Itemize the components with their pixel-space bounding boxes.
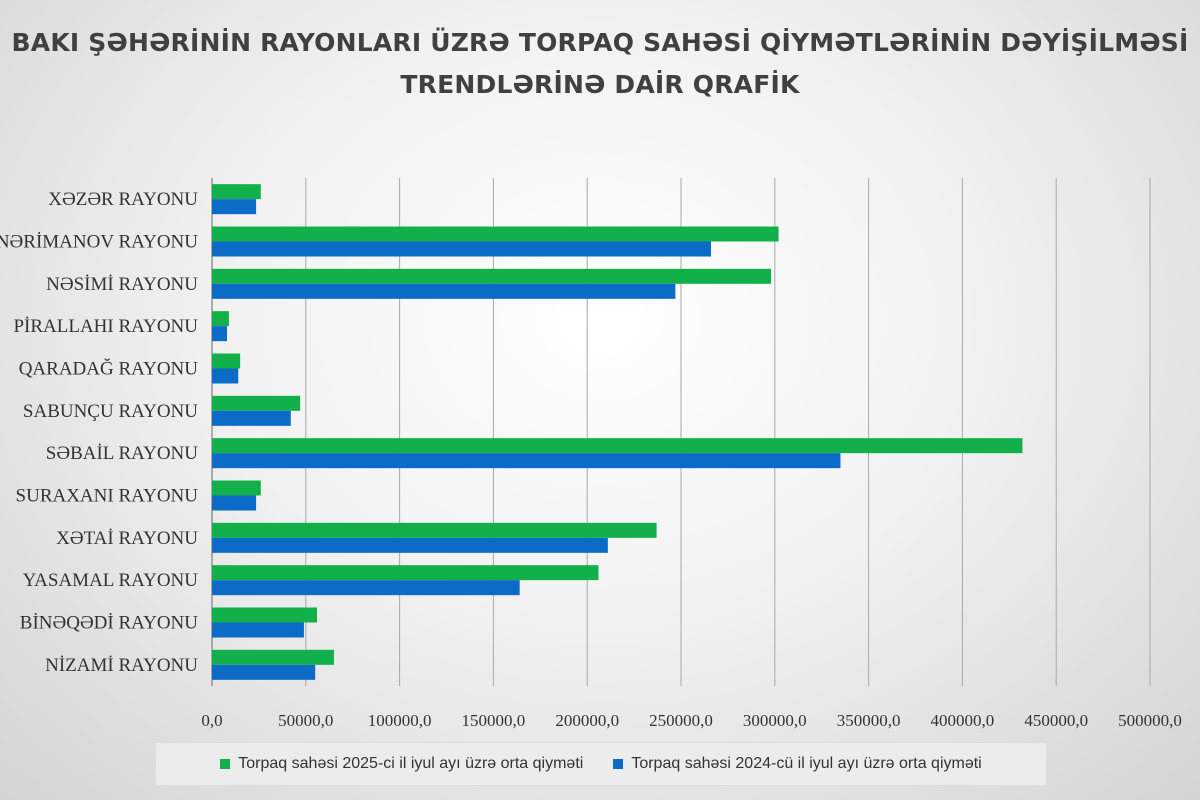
x-tick-label: 450000,0 [1024,711,1088,730]
legend-item-2025: Torpaq sahəsi 2025-ci il iyul ayı üzrə o… [220,755,583,773]
category-label: QARADAĞ RAYONU [19,358,199,380]
bar-2025 [212,522,657,538]
category-label: SABUNÇU RAYONU [23,401,198,422]
category-label: XƏZƏR RAYONU [48,189,198,210]
bar-2025 [212,184,261,200]
legend-label-2024: Torpaq sahəsi 2024-cü il iyul ayı üzrə o… [631,755,982,772]
chart-title: BAKI ŞƏHƏRİNİN RAYONLARI ÜZRƏ TORPAQ SAH… [0,22,1200,106]
x-tick-label: 350000,0 [837,711,901,730]
bar-2024 [212,410,291,426]
category-label: BİNƏQƏDİ RAYONU [20,613,198,634]
bar-2024 [212,495,257,511]
legend-swatch-2024 [613,759,624,769]
bar-2025 [212,311,229,327]
bar-2025 [212,480,261,496]
x-tick-label: 50000,0 [278,711,333,730]
category-label: YASAMAL RAYONU [23,570,199,591]
bar-2025 [212,607,318,623]
bar-2025 [212,226,779,242]
bar-2024 [212,580,520,596]
x-tick-label: 200000,0 [555,711,619,730]
bar-2024 [212,326,228,342]
x-tick-label: 100000,0 [368,711,432,730]
bar-2025 [212,268,772,284]
legend-swatch-2025 [220,759,231,769]
bar-2024 [212,241,712,257]
bar-2025 [212,353,241,369]
bar-2024 [212,453,841,469]
chart-title-line-2: TRENDLƏRİNƏ DAİR QRAFİK [400,70,800,99]
bar-2024 [212,537,608,553]
category-label: XƏTAİ RAYONU [56,528,198,549]
bar-2024 [212,664,316,680]
x-tick-label: 0,0 [201,711,222,730]
chart-legend: Torpaq sahəsi 2025-ci il iyul ayı üzrə o… [155,742,1047,786]
bar-2025 [212,438,1023,454]
bar-2024 [212,622,304,638]
category-label: PİRALLAHI RAYONU [13,316,198,337]
bar-2024 [212,283,676,299]
x-tick-label: 150000,0 [462,711,526,730]
x-tick-label: 500000,0 [1118,711,1182,730]
category-label: NƏRİMANOV RAYONU [0,232,198,253]
bar-chart: XƏZƏR RAYONU NƏRİMANOV RAYONU NƏSİMİ RAYON… [0,178,1182,730]
category-label: NİZAMİ RAYONU [45,655,198,676]
bar-2025 [212,565,599,581]
x-tick-label: 250000,0 [649,711,713,730]
category-label: SƏBAİL RAYONU [46,443,198,464]
bar-2024 [212,199,257,215]
x-tick-label: 300000,0 [743,711,807,730]
bar-2025 [212,649,334,665]
bar-2024 [212,368,239,384]
legend-item-2024: Torpaq sahəsi 2024-cü il iyul ayı üzrə o… [613,755,982,773]
category-label: SURAXANI RAYONU [16,486,199,507]
bar-2025 [212,395,301,411]
legend-label-2025: Torpaq sahəsi 2025-ci il iyul ayı üzrə o… [238,755,584,772]
chart-title-line-1: BAKI ŞƏHƏRİNİN RAYONLARI ÜZRƏ TORPAQ SAH… [11,28,1189,57]
x-tick-label: 400000,0 [931,711,995,730]
category-label: NƏSİMİ RAYONU [46,274,198,295]
